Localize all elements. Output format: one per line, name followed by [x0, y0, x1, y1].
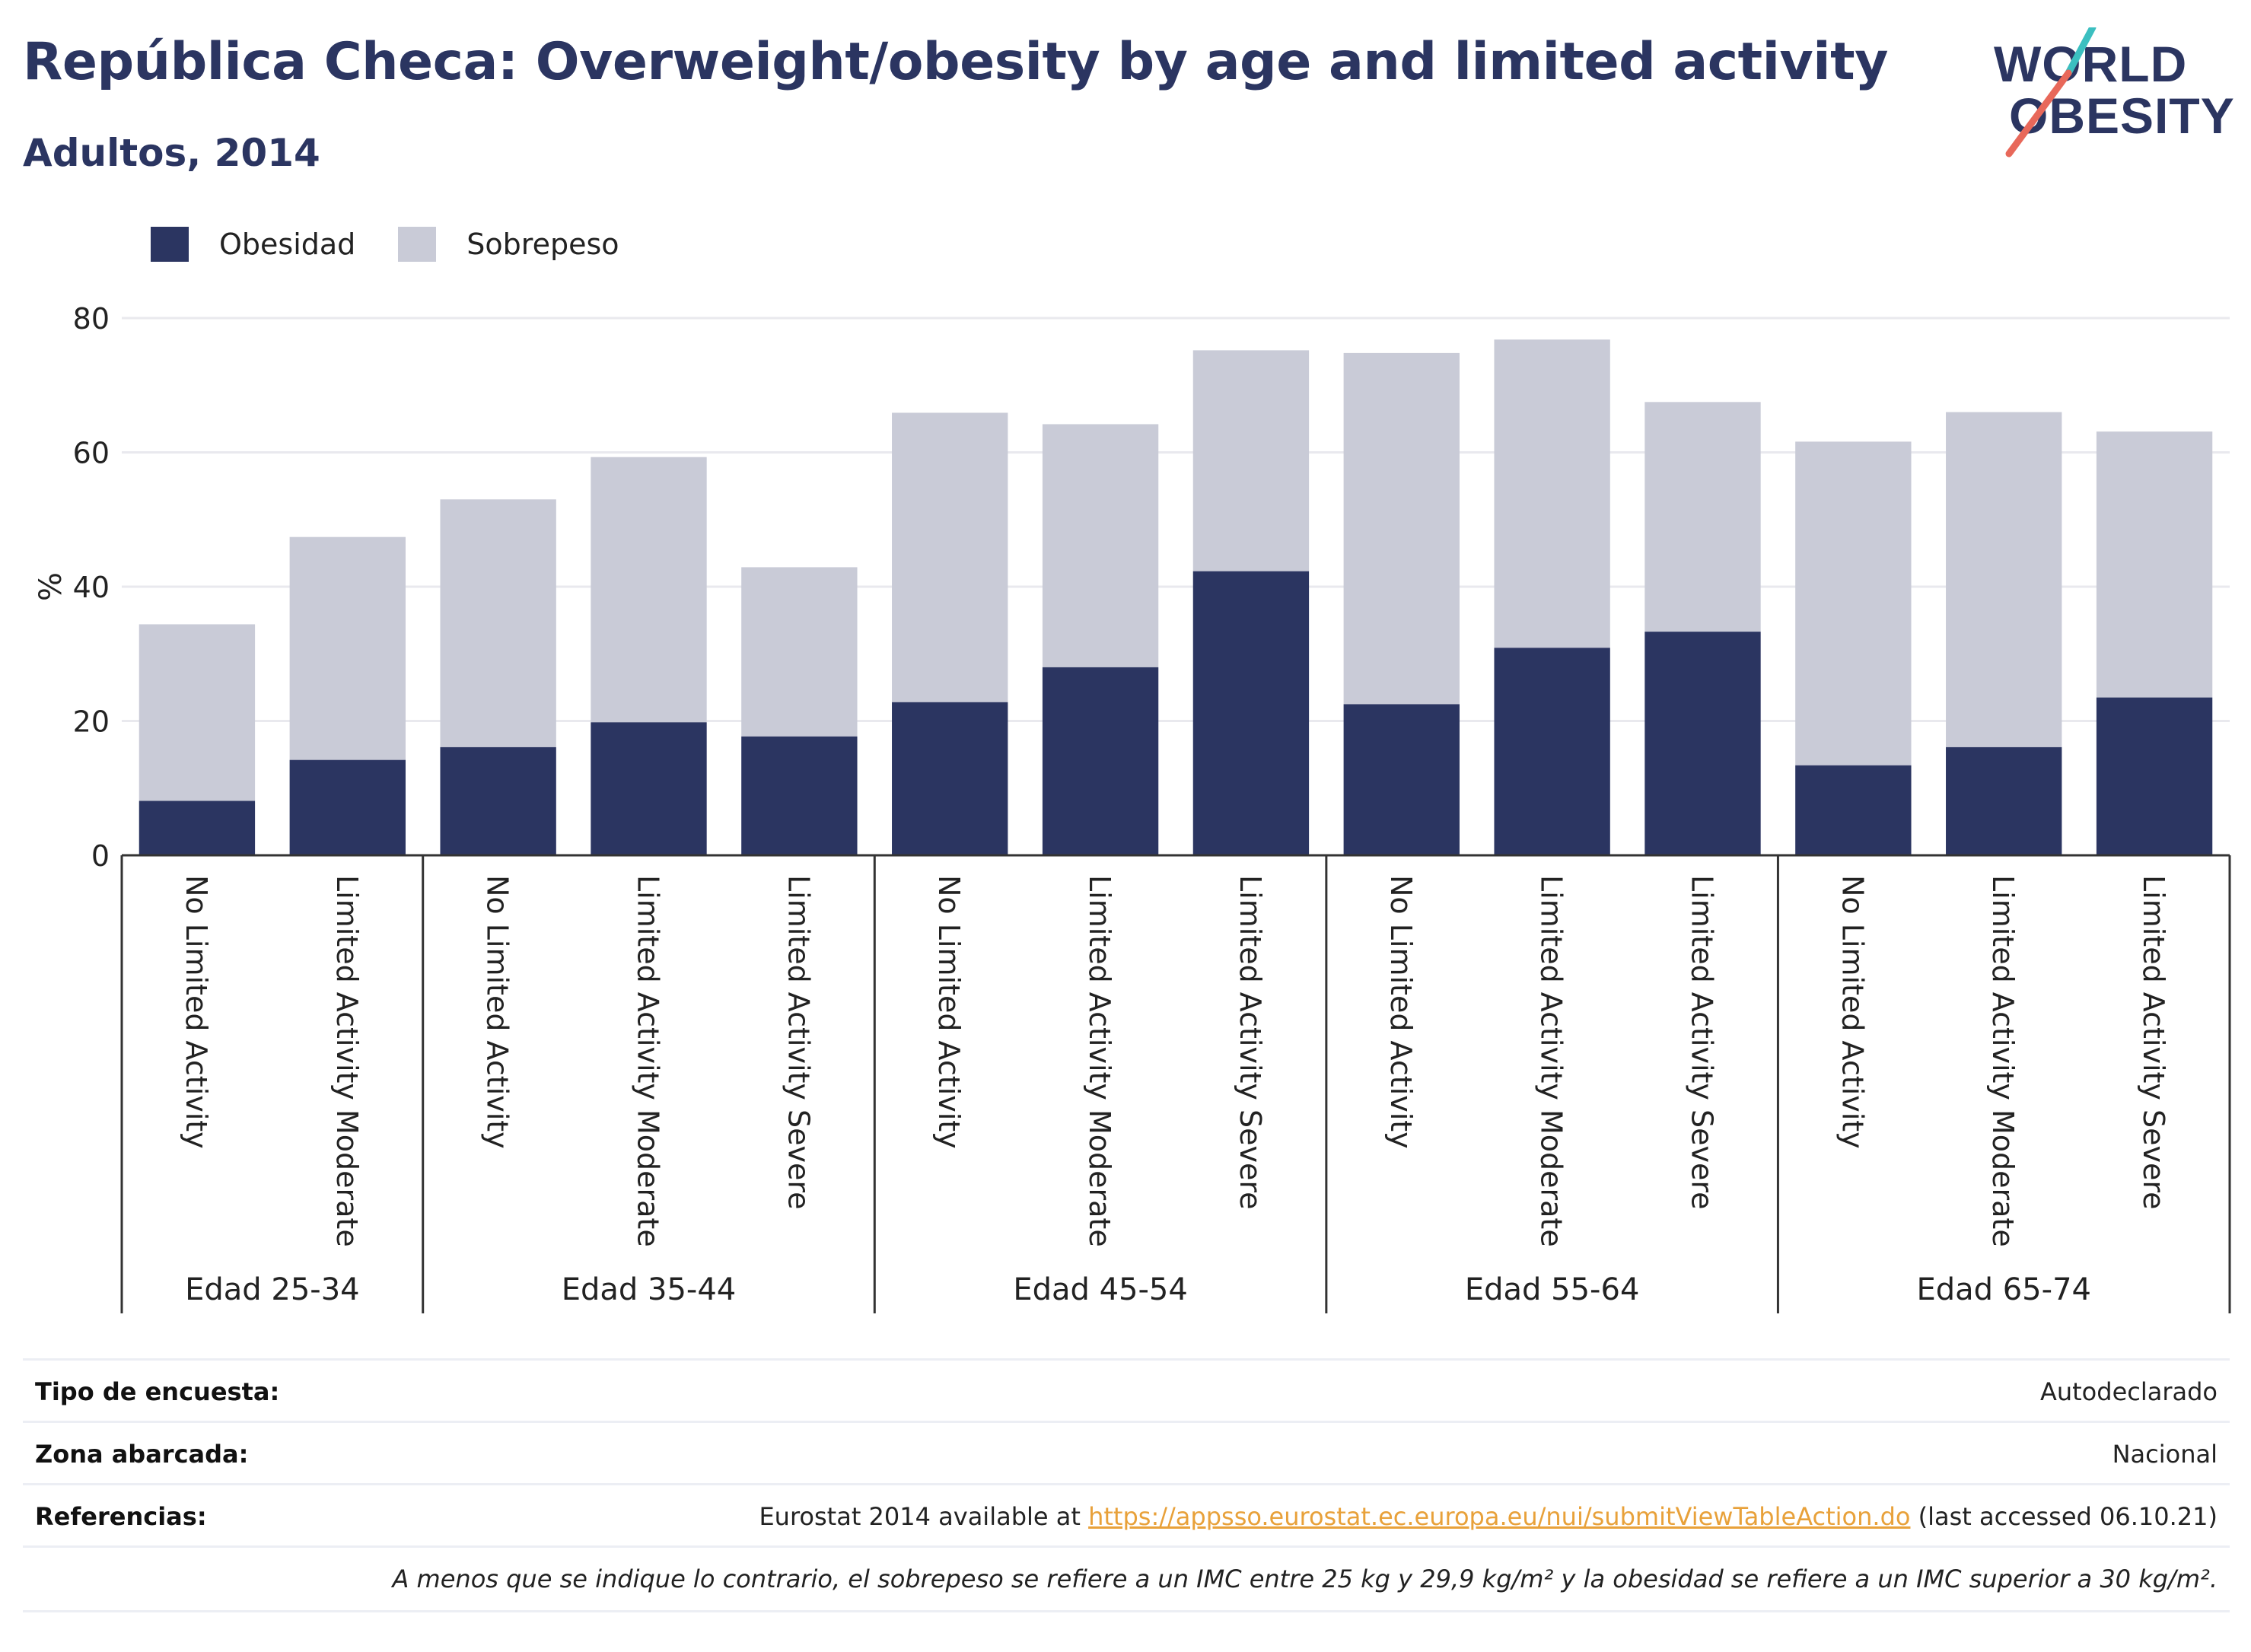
- bar-overweight: [1494, 339, 1610, 648]
- bar-obesity: [2096, 697, 2213, 855]
- chart-subtitle: Adultos, 2014: [23, 131, 320, 175]
- legend-label-overweight: Sobrepeso: [466, 228, 619, 261]
- references-link[interactable]: https://appsso.eurostat.ec.europa.eu/nui…: [1088, 1502, 1911, 1531]
- category-label: Limited Activity Moderate: [1535, 875, 1568, 1247]
- category-label: No Limited Activity: [180, 875, 213, 1149]
- info-row-survey-type: Tipo de encuesta: Autodeclarado: [23, 1358, 2230, 1423]
- logo-line-1: WORLD: [1994, 36, 2188, 92]
- bar-obesity: [440, 746, 556, 855]
- bar-overweight: [892, 412, 1008, 702]
- category-label: Limited Activity Moderate: [632, 875, 665, 1247]
- area-label: Zona abarcada:: [35, 1440, 249, 1469]
- category-label: No Limited Activity: [1836, 875, 1869, 1149]
- group-label: Edad 55-64: [1465, 1272, 1640, 1307]
- bar-obesity: [1946, 746, 2062, 855]
- bar-overweight: [1192, 350, 1310, 571]
- y-tick-label: 60: [73, 437, 110, 470]
- bar-obesity: [289, 759, 406, 855]
- bar-overweight: [591, 457, 707, 723]
- category-label: Limited Activity Moderate: [1083, 875, 1116, 1247]
- group-label: Edad 25-34: [185, 1272, 360, 1307]
- legend-item-obesity[interactable]: Obesidad: [151, 227, 355, 262]
- bar-obesity: [892, 702, 1008, 855]
- bar-obesity: [138, 801, 256, 855]
- y-axis-label: %: [33, 572, 68, 601]
- bar-obesity: [1192, 571, 1310, 855]
- definition-note: A menos que se indique lo contrario, el …: [392, 1564, 2218, 1593]
- y-tick-label: 40: [73, 571, 110, 604]
- bar-obesity: [1644, 632, 1761, 855]
- group-label: Edad 35-44: [562, 1272, 737, 1307]
- bar-overweight: [1946, 412, 2062, 747]
- category-label: Limited Activity Severe: [1686, 875, 1719, 1210]
- references-value: Eurostat 2014 available at https://appss…: [759, 1502, 2218, 1531]
- bar-overweight: [1795, 441, 1912, 766]
- bar-overweight: [138, 624, 256, 801]
- bar-obesity: [1795, 765, 1912, 855]
- bar-overweight: [289, 536, 406, 760]
- bar-obesity: [1494, 648, 1610, 855]
- info-row-area: Zona abarcada: Nacional: [23, 1421, 2230, 1485]
- logo-line-2: OBESITY: [2009, 88, 2235, 144]
- bar-obesity: [1042, 667, 1159, 855]
- world-obesity-logo: WORLD OBESITY: [1979, 27, 2237, 164]
- category-label: Limited Activity Severe: [2137, 875, 2170, 1210]
- references-suffix: (last accessed 06.10.21): [1910, 1502, 2218, 1531]
- survey-type-value: Autodeclarado: [2039, 1377, 2218, 1406]
- info-row-references: Referencias: Eurostat 2014 available at …: [23, 1483, 2230, 1548]
- bar-obesity: [741, 736, 858, 855]
- legend-label-obesity: Obesidad: [219, 228, 356, 261]
- category-label: Limited Activity Moderate: [1986, 875, 2020, 1247]
- legend-swatch-obesity: [151, 227, 189, 262]
- chart-title: República Checa: Overweight/obesity by a…: [23, 32, 1888, 92]
- bar-overweight: [1644, 402, 1761, 632]
- references-label: Referencias:: [35, 1502, 207, 1531]
- bar-obesity: [1343, 704, 1460, 855]
- group-label: Edad 65-74: [1916, 1272, 2091, 1307]
- bar-overweight: [440, 499, 556, 747]
- bar-overweight: [1042, 424, 1159, 667]
- bar-obesity: [591, 722, 707, 855]
- category-label: No Limited Activity: [481, 875, 514, 1149]
- area-value: Nacional: [2112, 1440, 2218, 1469]
- group-label: Edad 45-54: [1013, 1272, 1188, 1307]
- legend-swatch-overweight: [398, 227, 437, 262]
- y-tick-label: 0: [91, 839, 110, 873]
- category-label: Limited Activity Moderate: [330, 875, 364, 1247]
- survey-type-label: Tipo de encuesta:: [35, 1377, 280, 1406]
- category-label: Limited Activity Severe: [782, 875, 815, 1210]
- references-prefix: Eurostat 2014 available at: [759, 1502, 1089, 1531]
- bar-overweight: [1343, 352, 1460, 705]
- y-tick-label: 80: [73, 302, 110, 336]
- y-tick-label: 20: [73, 705, 110, 739]
- category-label: No Limited Activity: [1384, 875, 1418, 1149]
- category-label: Limited Activity Severe: [1234, 875, 1267, 1210]
- category-label: No Limited Activity: [932, 875, 966, 1149]
- bar-overweight: [741, 567, 858, 737]
- logo-slash-icon: [2005, 27, 2097, 158]
- chart-legend: Obesidad Sobrepeso: [151, 227, 662, 262]
- info-row-note: A menos que se indique lo contrario, el …: [23, 1545, 2230, 1612]
- stacked-bar-chart: 0 20 40 60 80% No Limited Activity Limited Act…: [33, 302, 2231, 1313]
- legend-item-overweight[interactable]: Sobrepeso: [398, 227, 619, 262]
- bar-overweight: [2096, 431, 2213, 698]
